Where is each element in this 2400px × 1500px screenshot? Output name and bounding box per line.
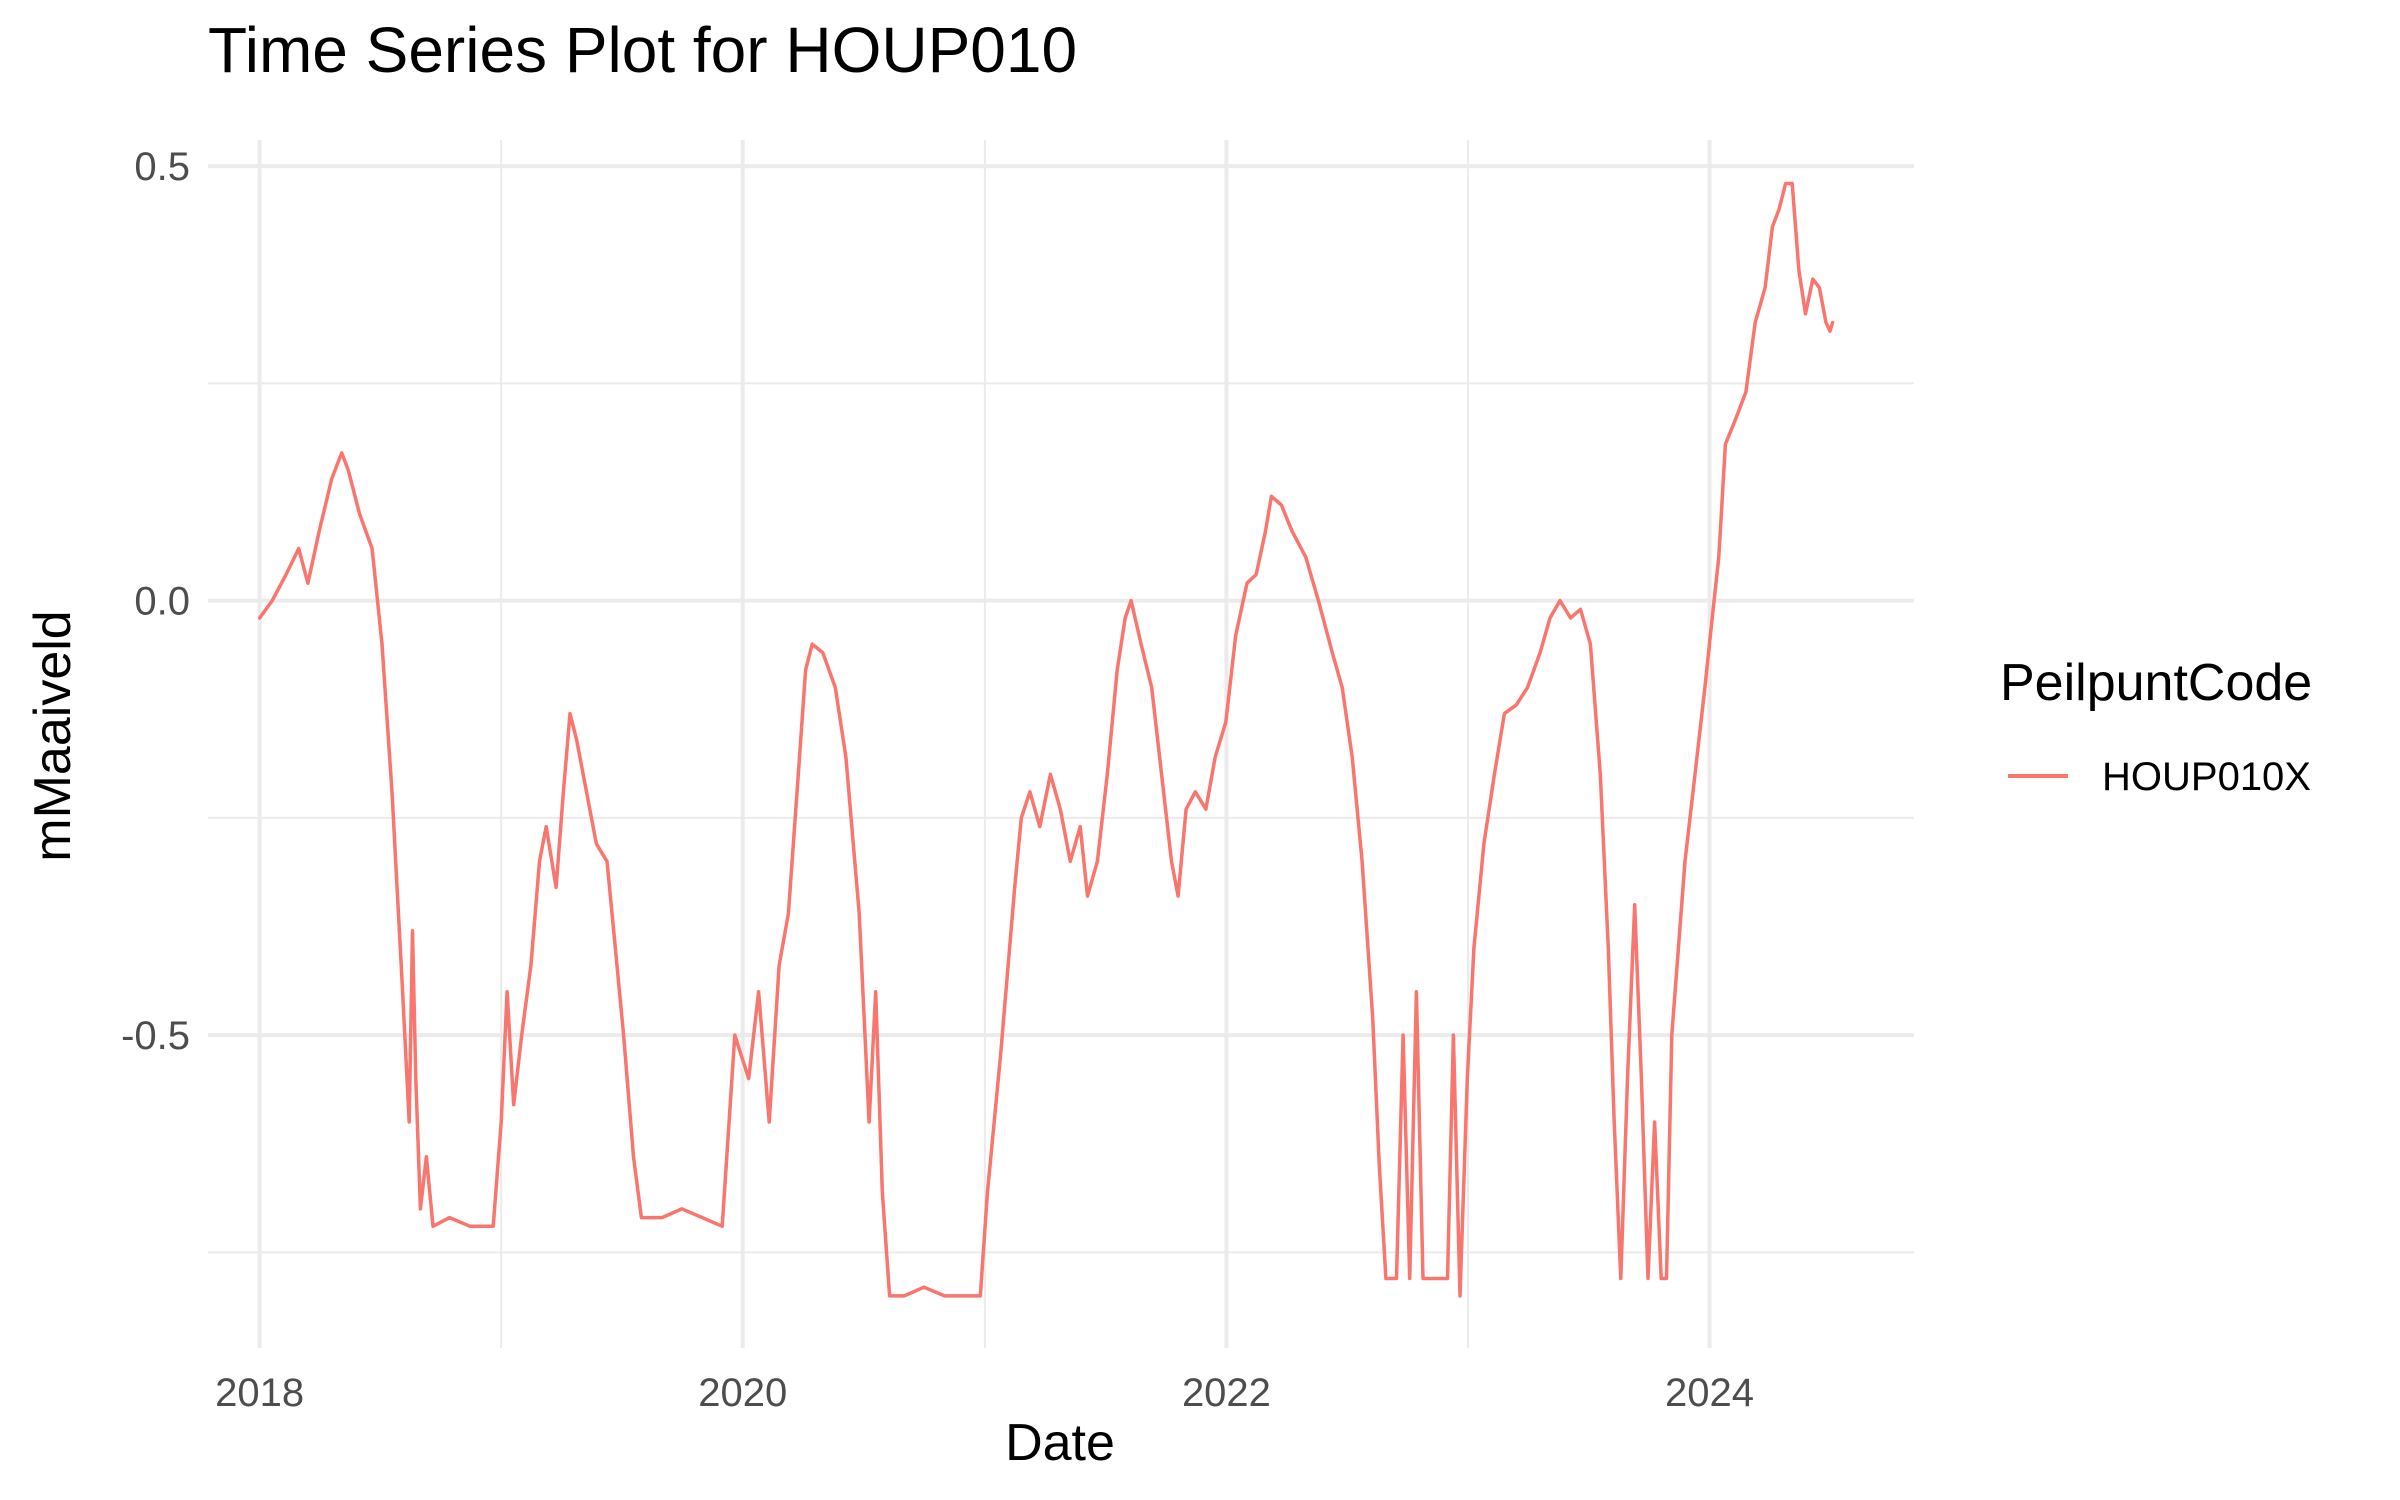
y-tick-label: -0.5 xyxy=(121,1014,190,1058)
x-tick-label: 2024 xyxy=(1665,1371,1754,1415)
chart-title: Time Series Plot for HOUP010 xyxy=(208,14,1077,86)
y-axis-ticks: 0.5 0.0 -0.5 xyxy=(121,145,190,1058)
legend-title: PeilpuntCode xyxy=(2000,654,2312,712)
series-layer xyxy=(257,181,1835,1298)
x-tick-label: 2020 xyxy=(698,1371,787,1415)
x-tick-label: 2018 xyxy=(215,1371,304,1415)
y-axis-title: mMaaiveld xyxy=(24,610,82,861)
legend: PeilpuntCode HOUP010X xyxy=(2000,654,2312,799)
x-tick-label: 2022 xyxy=(1182,1371,1271,1415)
y-tick-label: 0.5 xyxy=(134,145,190,189)
series-line xyxy=(257,181,1835,1298)
y-tick-label: 0.0 xyxy=(134,580,190,624)
grid xyxy=(208,140,1914,1348)
legend-label: HOUP010X xyxy=(2102,755,2311,799)
x-axis-ticks: 2018 2020 2022 2024 xyxy=(215,1371,1754,1415)
x-axis-title: Date xyxy=(1005,1414,1115,1472)
